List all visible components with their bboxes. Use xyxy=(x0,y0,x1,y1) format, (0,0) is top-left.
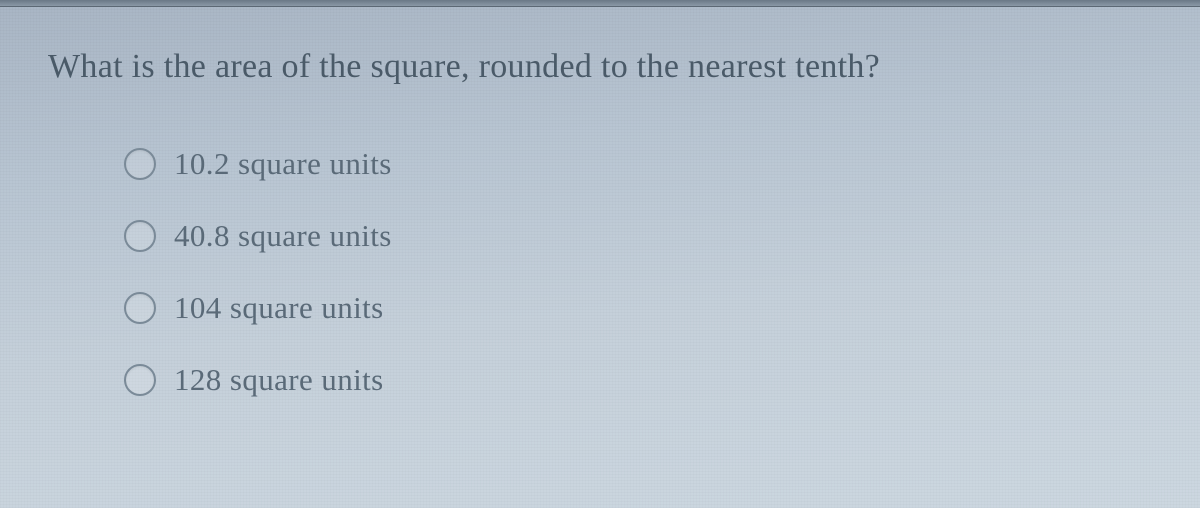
quiz-container: What is the area of the square, rounded … xyxy=(0,0,1200,398)
option-label: 10.2 square units xyxy=(174,146,392,182)
option-3[interactable]: 104 square units xyxy=(124,290,1152,326)
radio-icon xyxy=(124,292,156,324)
option-4[interactable]: 128 square units xyxy=(124,362,1152,398)
question-text: What is the area of the square, rounded … xyxy=(48,48,1152,86)
option-1[interactable]: 10.2 square units xyxy=(124,146,1152,182)
option-label: 104 square units xyxy=(174,290,384,326)
options-group: 10.2 square units 40.8 square units 104 … xyxy=(48,146,1152,398)
option-2[interactable]: 40.8 square units xyxy=(124,218,1152,254)
radio-icon xyxy=(124,148,156,180)
radio-icon xyxy=(124,364,156,396)
radio-icon xyxy=(124,220,156,252)
option-label: 40.8 square units xyxy=(174,218,392,254)
option-label: 128 square units xyxy=(174,362,384,398)
